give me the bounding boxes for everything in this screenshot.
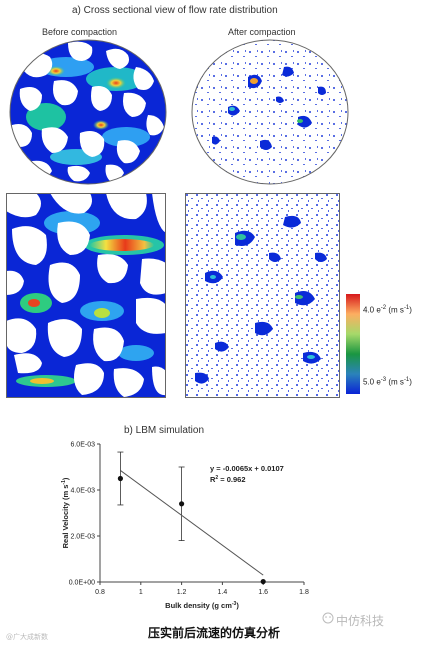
x-tick-label: 0.8	[95, 589, 105, 596]
fit-line	[120, 470, 264, 576]
before-circle-image	[9, 39, 167, 185]
colorbar-min-label: 5.0 e-3 (m s-1)	[363, 377, 412, 387]
after-circle-image	[191, 39, 349, 185]
data-points	[117, 475, 266, 585]
before-compaction-label: Before compaction	[42, 27, 118, 37]
panel-a-title: a) Cross sectional view of flow rate dis…	[72, 5, 278, 16]
x-ticks: 0.8 1 1.2 1.4 1.6 1.8	[95, 582, 309, 596]
lbm-chart: 0.0E+00 2.0E-03 4.0E-03 6.0E-03 0.8 1 1.2 1.4 1…	[61, 442, 309, 611]
x-tick-label: 1.8	[299, 589, 309, 596]
data-point	[260, 578, 266, 585]
x-tick-label: 1.6	[258, 589, 268, 596]
watermark-zhongfang: 中仿科技	[336, 614, 385, 628]
y-tick-label: 4.0E-03	[70, 488, 95, 495]
x-tick-label: 1.2	[177, 589, 187, 596]
y-tick-label: 2.0E-03	[70, 534, 95, 541]
r-squared: R2 = 0.962	[210, 475, 246, 484]
watermark-left: @广大成新数	[6, 633, 48, 641]
regression-equation: y = -0.0065x + 0.0107	[210, 464, 284, 473]
y-tick-label: 0.0E+00	[69, 580, 95, 587]
error-bars	[117, 451, 185, 541]
wechat-logo-icon	[322, 612, 334, 624]
data-point	[179, 501, 185, 507]
before-zoom-image	[6, 193, 166, 398]
colorbar	[346, 294, 360, 394]
x-tick-label: 1.4	[218, 589, 228, 596]
data-point	[117, 475, 123, 482]
y-tick-label: 6.0E-03	[70, 442, 95, 449]
figure-caption: 压实前后流速的仿真分析	[147, 626, 280, 640]
panel-b-title: b) LBM simulation	[124, 425, 205, 436]
y-ticks: 0.0E+00 2.0E-03 4.0E-03 6.0E-03	[69, 442, 100, 587]
x-axis-label: Bulk density (g cm-3)	[165, 601, 239, 610]
after-zoom-image	[185, 193, 340, 398]
y-axis-label: Real Velocity (m s-1)	[61, 477, 70, 548]
after-compaction-label: After compaction	[228, 27, 296, 37]
x-tick-label: 1	[139, 589, 143, 596]
colorbar-max-label: 4.0 e-2 (m s-1)	[363, 305, 412, 315]
